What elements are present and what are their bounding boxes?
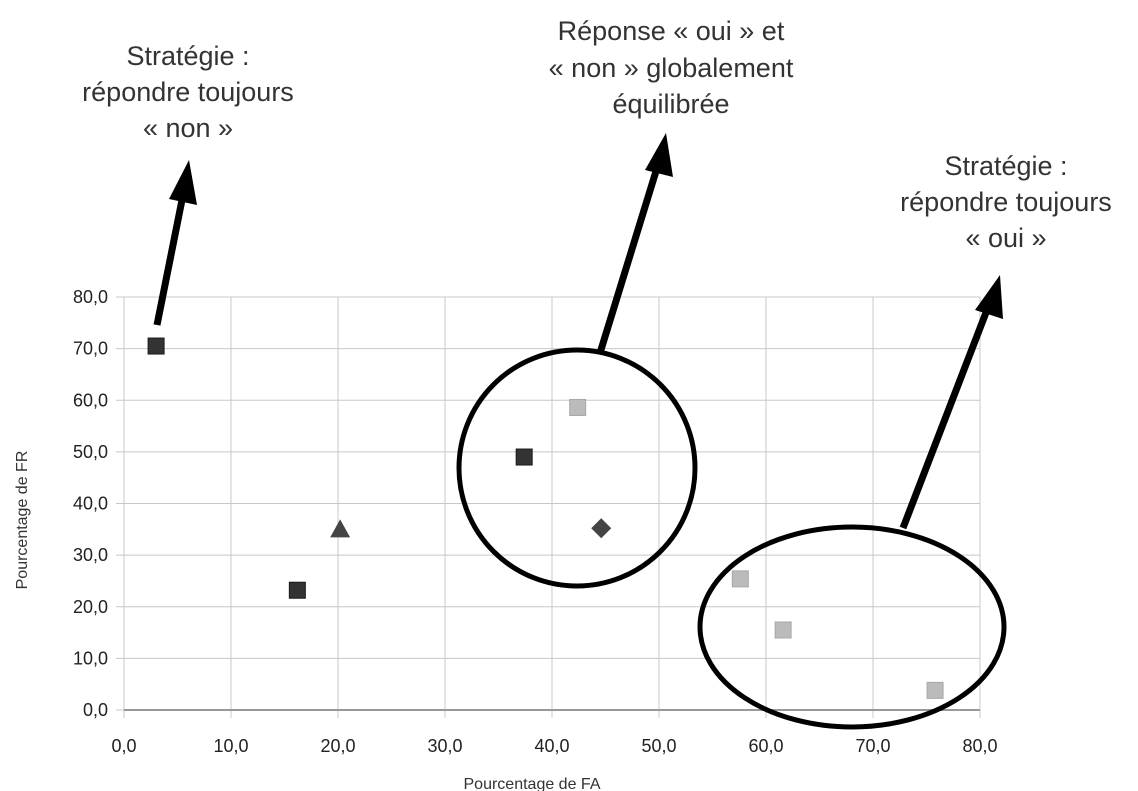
arrow-head xyxy=(645,133,673,177)
x-tick-label: 30,0 xyxy=(427,736,462,756)
x-tick-label: 50,0 xyxy=(641,736,676,756)
annotation-line: équilibrée xyxy=(612,89,729,119)
highlight-ellipse-oui xyxy=(697,524,1007,730)
annotation-line: Stratégie : xyxy=(126,41,249,71)
annotation-line: « non » xyxy=(143,113,233,143)
arrow-shaft xyxy=(153,194,187,326)
x-tick-label: 60,0 xyxy=(748,736,783,756)
data-point-square xyxy=(926,681,944,699)
y-tick-label: 70,0 xyxy=(73,339,108,359)
x-tick-label: 20,0 xyxy=(320,736,355,756)
y-tick-label: 10,0 xyxy=(73,648,108,668)
annotation-strategy-oui: Stratégie : répondre toujours « oui » xyxy=(697,151,1112,730)
y-axis-label: Pourcentage de FR xyxy=(14,451,31,590)
annotation-line: répondre toujours xyxy=(82,77,294,107)
y-tick-label: 80,0 xyxy=(73,287,108,307)
data-point-triangle xyxy=(330,519,351,538)
x-tick-label: 40,0 xyxy=(534,736,569,756)
annotation-balanced: Réponse « oui » et « non » globalement é… xyxy=(456,16,794,589)
x-tick-label: 80,0 xyxy=(962,736,997,756)
data-point-square xyxy=(731,570,749,588)
data-point-square xyxy=(288,581,306,599)
annotation-line: Réponse « oui » et xyxy=(558,16,785,46)
x-tick-label: 10,0 xyxy=(213,736,248,756)
annotation-strategy-non: Stratégie : répondre toujours « non » xyxy=(82,41,294,326)
annotation-line: « non » globalement xyxy=(549,53,794,83)
y-tick-labels: 0,0 10,0 20,0 30,0 40,0 50,0 60,0 70,0 80,0 xyxy=(73,287,108,720)
data-point-square xyxy=(147,337,165,355)
arrow-shaft xyxy=(899,308,991,530)
annotation-line: Stratégie : xyxy=(944,151,1067,181)
y-tick-label: 0,0 xyxy=(83,700,108,720)
data-point-square xyxy=(569,398,587,416)
highlight-circle-balanced xyxy=(456,347,698,589)
x-tick-labels: 0,0 10,0 20,0 30,0 40,0 50,0 60,0 70,0 80,0 xyxy=(111,736,997,756)
data-point-square xyxy=(774,621,792,639)
y-tick-label: 60,0 xyxy=(73,390,108,410)
data-point-square xyxy=(515,448,533,466)
data-point-diamond xyxy=(591,518,612,539)
arrow-shaft xyxy=(596,166,661,355)
y-tick-label: 40,0 xyxy=(73,494,108,514)
y-tick-label: 20,0 xyxy=(73,597,108,617)
arrow-head xyxy=(975,275,1003,319)
y-tick-label: 50,0 xyxy=(73,442,108,462)
data-points xyxy=(147,337,944,699)
x-tick-label: 0,0 xyxy=(111,736,136,756)
x-axis-label: Pourcentage de FA xyxy=(464,776,601,791)
y-tick-label: 30,0 xyxy=(73,545,108,565)
grid-lines xyxy=(116,296,981,718)
annotation-line: répondre toujours xyxy=(900,187,1112,217)
annotation-line: « oui » xyxy=(965,223,1046,253)
arrow-head xyxy=(169,160,197,205)
x-tick-label: 70,0 xyxy=(855,736,890,756)
